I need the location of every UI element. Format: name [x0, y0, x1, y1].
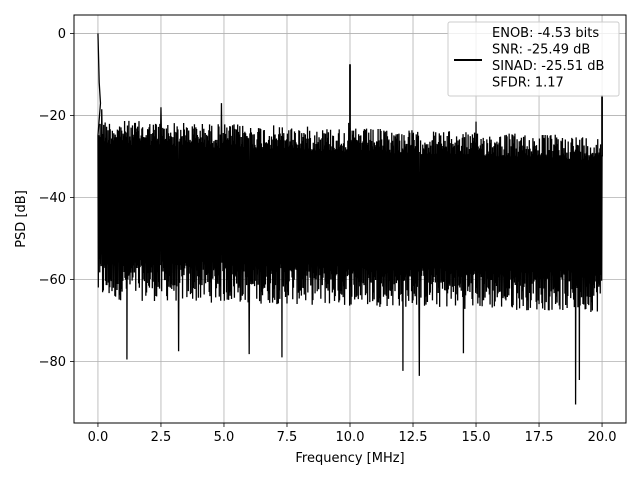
x-tick-label: 0.0 — [88, 430, 109, 445]
legend-entry-sinad: SINAD: -25.51 dB — [492, 59, 604, 74]
x-axis-label: Frequency [MHz] — [295, 451, 404, 466]
legend-box — [447, 21, 620, 97]
y-axis-label: PSD [dB] — [14, 190, 29, 248]
legend: ENOB: -4.53 bits SNR: -25.49 dB SINAD: -… — [447, 21, 620, 97]
y-tick-label: −60 — [39, 273, 66, 288]
y-axis: 0 −20 −40 −60 −80 — [39, 27, 74, 370]
plot-area — [97, 33, 603, 405]
y-tick-label: 0 — [58, 27, 66, 42]
x-tick-label: 5.0 — [214, 430, 235, 445]
psd-trace — [97, 33, 603, 405]
y-tick-label: −40 — [39, 191, 66, 206]
x-tick-label: 12.5 — [399, 430, 428, 445]
x-tick-label: 15.0 — [462, 430, 491, 445]
legend-entry-enob: ENOB: -4.53 bits — [492, 26, 599, 41]
x-axis: 0.0 2.5 5.0 7.5 10.0 12.5 15.0 17.5 20.0 — [88, 423, 617, 445]
x-tick-label: 17.5 — [525, 430, 554, 445]
x-tick-label: 20.0 — [588, 430, 617, 445]
legend-entry-snr: SNR: -25.49 dB — [492, 43, 590, 58]
legend-entry-sfdr: SFDR: 1.17 — [492, 76, 564, 91]
x-tick-label: 7.5 — [277, 430, 298, 445]
y-tick-label: −20 — [39, 109, 66, 124]
x-tick-label: 10.0 — [336, 430, 365, 445]
x-tick-label: 2.5 — [151, 430, 172, 445]
y-tick-label: −80 — [39, 355, 66, 370]
